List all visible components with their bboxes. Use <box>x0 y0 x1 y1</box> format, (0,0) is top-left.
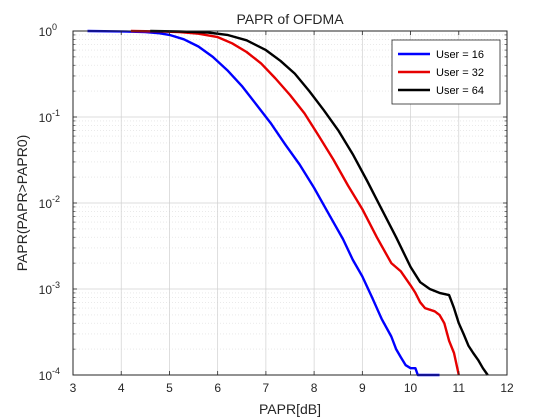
x-tick-label: 10 <box>404 381 418 395</box>
y-tick-base: 10 <box>39 369 53 383</box>
x-tick-label: 7 <box>263 381 270 395</box>
x-tick-label: 3 <box>70 381 77 395</box>
y-tick-exponent: 0 <box>52 22 57 32</box>
axis-ticks <box>72 30 508 376</box>
y-tick-exponent: -4 <box>52 366 60 376</box>
series-lines <box>87 29 489 377</box>
y-tick-exponent: -3 <box>52 280 60 290</box>
series-line <box>150 29 489 376</box>
y-tick-label: 10 -4 <box>39 366 60 383</box>
x-tick-label: 4 <box>118 381 125 395</box>
legend-label: User = 64 <box>436 85 484 97</box>
x-tick-label: 11 <box>453 381 466 395</box>
legend: User = 16 User = 32 User = 64 <box>391 39 501 105</box>
y-tick-base: 10 <box>39 197 53 211</box>
y-tick-label: 10 0 <box>39 22 57 39</box>
legend-label: User = 16 <box>436 49 484 61</box>
y-tick-exponent: -2 <box>52 194 60 204</box>
x-tick-label: 9 <box>359 381 366 395</box>
y-tick-label: 10 -1 <box>39 108 60 125</box>
y-tick-base: 10 <box>39 111 53 125</box>
x-tick-label: 12 <box>500 381 514 395</box>
y-tick-base: 10 <box>39 283 53 297</box>
series-line <box>87 29 440 377</box>
chart-title: PAPR of OFDMA <box>236 11 344 27</box>
y-axis-label: PAPR(PAPR>PAPR0) <box>14 135 30 272</box>
y-tick-label: 10 -3 <box>39 280 60 297</box>
x-tick-label: 6 <box>214 381 221 395</box>
series-line <box>130 29 460 376</box>
x-axis-label: PAPR[dB] <box>259 401 321 417</box>
y-tick-base: 10 <box>39 25 53 39</box>
x-tick-label: 8 <box>311 381 318 395</box>
x-tick-labels: 3 4 5 6 7 8 9 10 11 12 <box>70 381 514 395</box>
x-tick-label: 5 <box>166 381 173 395</box>
y-tick-exponent: -1 <box>52 108 60 118</box>
y-tick-label: 10 -2 <box>39 194 60 211</box>
legend-label: User = 32 <box>436 67 484 79</box>
